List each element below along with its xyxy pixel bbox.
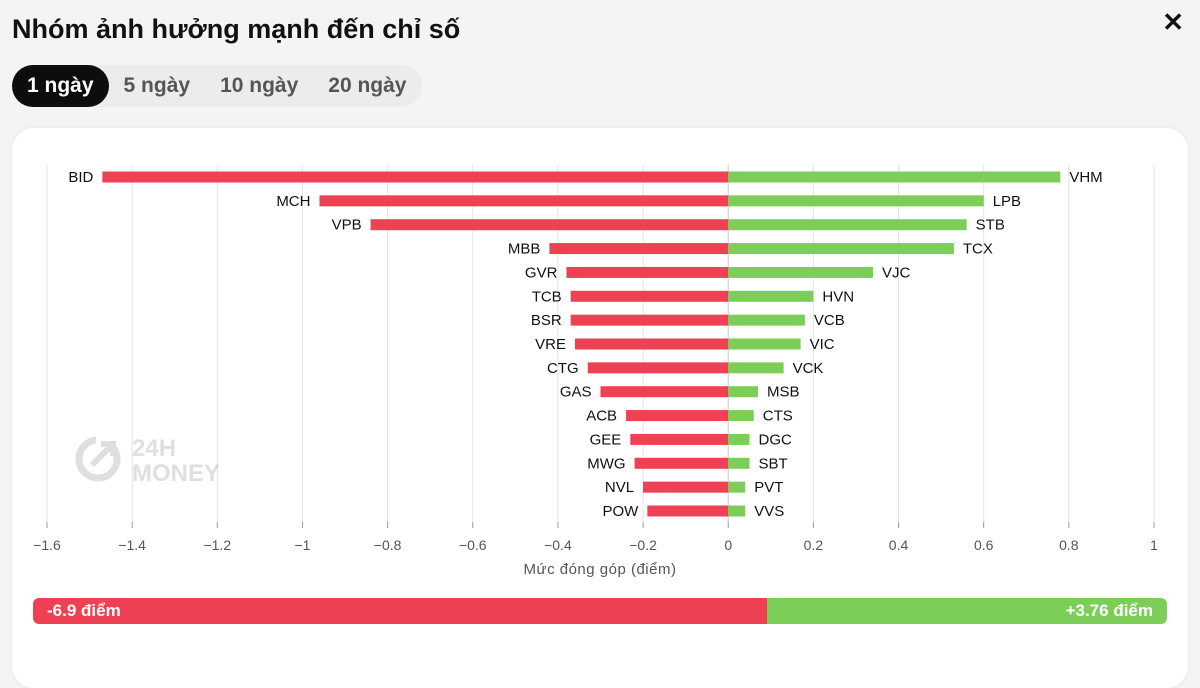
bar-label-negative: POW <box>602 503 639 520</box>
bar-positive-vcb[interactable] <box>728 314 805 326</box>
bar-positive-tcx[interactable] <box>728 243 954 255</box>
x-tick-label: −0.4 <box>544 537 572 553</box>
bar-negative-vre[interactable] <box>574 338 729 350</box>
bar-label-positive: VIC <box>810 336 835 353</box>
x-tick-label: −1.4 <box>118 537 146 553</box>
bar-negative-vpb[interactable] <box>370 219 729 231</box>
x-tick-label: −1 <box>294 537 310 553</box>
x-tick-label: 0.2 <box>804 537 824 553</box>
bar-label-negative: MBB <box>508 241 541 258</box>
bar-positive-vck[interactable] <box>728 362 784 374</box>
summary-positive: +3.76 điểm <box>767 598 1167 624</box>
bar-label-positive: MSB <box>767 384 800 401</box>
x-tick-label: −1.2 <box>203 537 231 553</box>
bar-negative-mch[interactable] <box>319 195 729 207</box>
bar-label-positive: VCK <box>793 360 824 377</box>
bar-label-negative: ACB <box>586 408 617 425</box>
bar-negative-acb[interactable] <box>626 410 729 422</box>
page-title: Nhóm ảnh hưởng mạnh đến chỉ số <box>12 14 461 44</box>
tab-5-days[interactable]: 5 ngày <box>123 74 191 97</box>
bar-label-positive: STB <box>976 217 1005 234</box>
bar-negative-tcb[interactable] <box>570 290 729 302</box>
bar-positive-hvn[interactable] <box>728 290 814 302</box>
bar-label-negative: BID <box>68 169 93 186</box>
bar-label-positive: HVN <box>822 288 854 305</box>
close-icon[interactable]: ✕ <box>1162 7 1184 37</box>
watermark-logo: 24H MONEY <box>75 432 220 487</box>
bar-label-positive: LPB <box>993 193 1021 210</box>
summary-negative: -6.9 điểm <box>33 598 768 624</box>
contribution-chart: 24H MONEY BID MCH VPB MBB GVR TCB BSR VRE CTG GAS… <box>33 165 1158 578</box>
bar-label-negative: CTG <box>547 360 579 377</box>
bar-positive-vvs[interactable] <box>728 505 746 517</box>
bar-label-positive: VHM <box>1069 169 1102 186</box>
x-tick-label: 0.4 <box>889 537 909 553</box>
x-tick-label: −0.6 <box>459 537 487 553</box>
tab-20-days[interactable]: 20 ngày <box>328 74 407 97</box>
header: Nhóm ảnh hưởng mạnh đến chỉ số <box>12 12 460 46</box>
bar-label-positive: DGC <box>759 431 793 448</box>
bar-negative-mwg[interactable] <box>634 457 729 469</box>
bar-label-negative: GAS <box>560 384 592 401</box>
bar-positive-vic[interactable] <box>728 338 801 350</box>
bar-positive-lpb[interactable] <box>728 195 984 207</box>
summary-negative-label: -6.9 điểm <box>47 601 121 620</box>
x-tick-label: −0.8 <box>374 537 402 553</box>
labels-layer: BID MCH VPB MBB GVR TCB BSR VRE CTG GAS ACB GEE MWG N… <box>68 169 1102 520</box>
watermark-icon <box>75 432 126 482</box>
x-tick-label: 1 <box>1150 537 1158 553</box>
bar-label-negative: VPB <box>332 217 362 234</box>
x-tick-label: −0.2 <box>629 537 657 553</box>
summary-bar: -6.9 điểm +3.76 điểm <box>33 598 1167 624</box>
bar-label-negative: VRE <box>535 336 566 353</box>
tab-1-day[interactable]: 1 ngày <box>12 65 109 107</box>
bar-label-positive: VVS <box>754 503 784 520</box>
bar-label-negative: MCH <box>276 193 310 210</box>
x-axis-ticks: −1.6 −1.4 −1.2 −1 −0.8 −0.6 −0.4 −0.2 0 0.2 0.4 0.6… <box>33 522 1158 553</box>
bar-label-negative: GEE <box>590 431 622 448</box>
bar-negative-nvl[interactable] <box>643 481 729 493</box>
bar-label-negative: MWG <box>587 455 625 472</box>
bar-negative-ctg[interactable] <box>587 362 729 374</box>
bar-positive-vjc[interactable] <box>728 266 873 278</box>
bar-label-positive: TCX <box>963 241 993 258</box>
tab-10-days[interactable]: 10 ngày <box>220 74 299 97</box>
bar-positive-msb[interactable] <box>728 386 759 398</box>
x-tick-label: −1.6 <box>33 537 61 553</box>
watermark-text-1: 24H <box>132 435 176 462</box>
x-tick-label: 0.6 <box>974 537 994 553</box>
watermark-text-2: MONEY <box>132 460 220 487</box>
bars-layer <box>102 171 1061 517</box>
x-axis-title: Mức đóng góp (điểm) <box>524 561 677 578</box>
summary-positive-label: +3.76 điểm <box>1065 601 1153 620</box>
period-tabs: 1 ngày 5 ngày 10 ngày 20 ngày <box>12 65 422 107</box>
bar-positive-cts[interactable] <box>728 410 754 422</box>
bar-label-positive: CTS <box>763 408 793 425</box>
bar-label-negative: BSR <box>531 312 562 329</box>
bar-positive-dgc[interactable] <box>728 433 750 445</box>
x-tick-label: 0.8 <box>1059 537 1079 553</box>
bar-negative-gvr[interactable] <box>566 266 729 278</box>
bar-negative-bsr[interactable] <box>570 314 729 326</box>
bar-positive-vhm[interactable] <box>728 171 1061 183</box>
bar-label-negative: GVR <box>525 264 558 281</box>
bar-negative-pow[interactable] <box>647 505 729 517</box>
bar-label-positive: SBT <box>759 455 788 472</box>
bar-positive-pvt[interactable] <box>728 481 746 493</box>
bar-positive-stb[interactable] <box>728 219 967 231</box>
x-tick-label: 0 <box>724 537 732 553</box>
bar-negative-gee[interactable] <box>630 433 729 445</box>
bar-negative-bid[interactable] <box>102 171 729 183</box>
bar-negative-gas[interactable] <box>600 386 729 398</box>
bar-label-positive: VJC <box>882 264 911 281</box>
bar-positive-sbt[interactable] <box>728 457 750 469</box>
bar-label-negative: NVL <box>605 479 634 496</box>
bar-label-positive: PVT <box>754 479 783 496</box>
bar-negative-mbb[interactable] <box>549 243 729 255</box>
bar-label-positive: VCB <box>814 312 845 329</box>
bar-label-negative: TCB <box>532 288 562 305</box>
